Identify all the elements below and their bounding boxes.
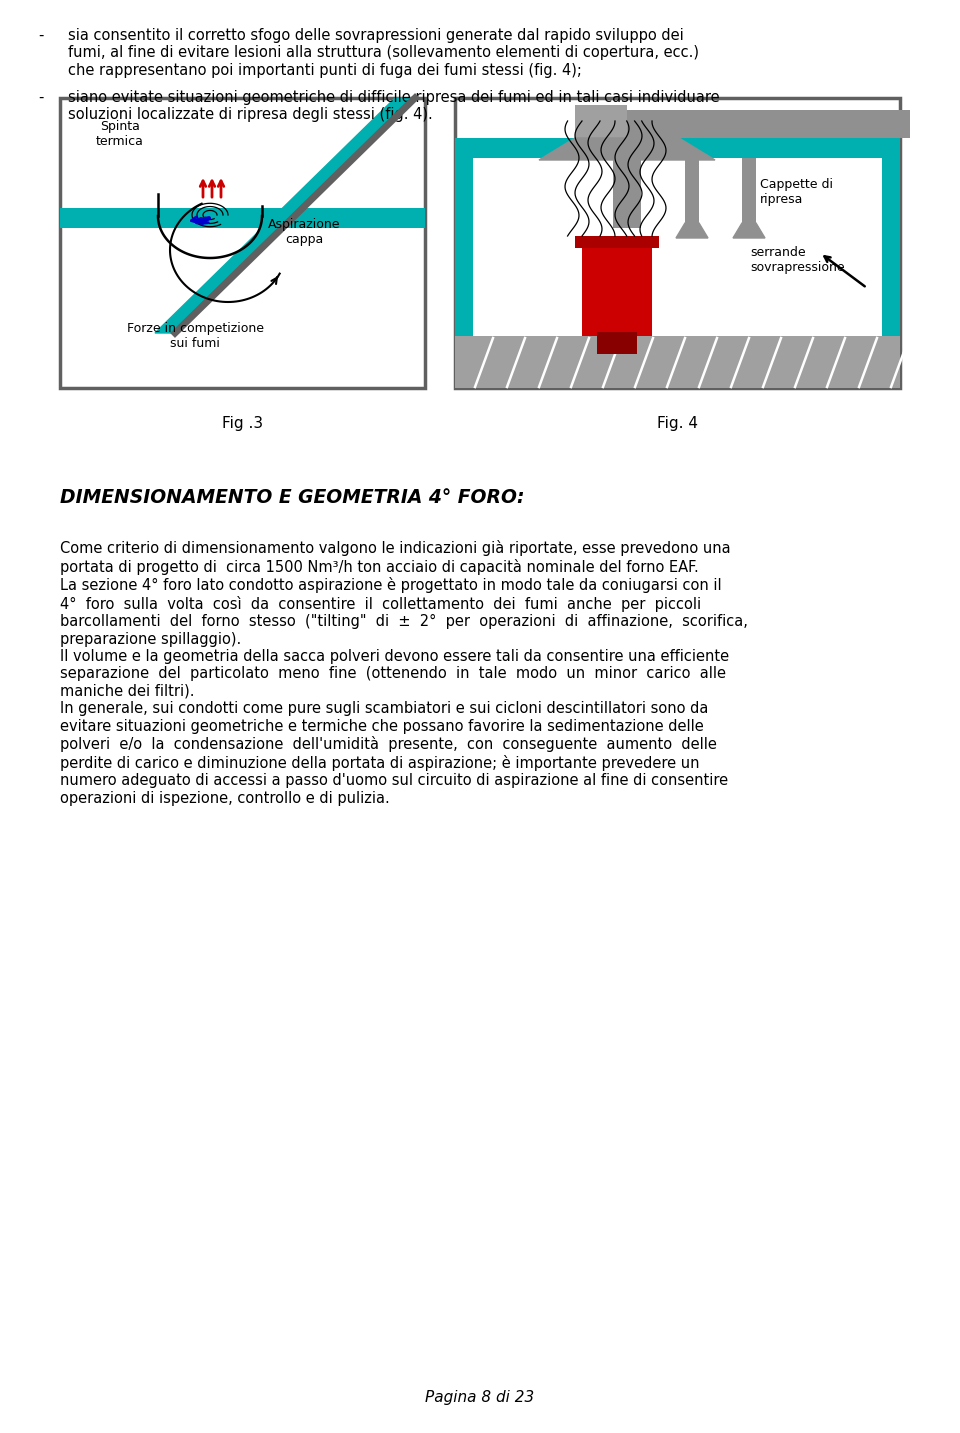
Text: DIMENSIONAMENTO E GEOMETRIA 4° FORO:: DIMENSIONAMENTO E GEOMETRIA 4° FORO: [60,489,524,507]
Text: siano evitate situazioni geometriche di difficile ripresa dei fumi ed in tali ca: siano evitate situazioni geometriche di … [68,90,720,122]
Bar [60,208,425,228]
Bar [597,332,637,354]
Bar [455,97,900,388]
Bar [455,138,900,158]
Bar [613,160,641,228]
Text: Pagina 8 di 23: Pagina 8 di 23 [425,1390,535,1404]
Text: Fig. 4: Fig. 4 [657,416,698,431]
Polygon shape [676,224,708,238]
Text: Spinta
termica: Spinta termica [96,120,144,148]
Text: Forze in competizione
sui fumi: Forze in competizione sui fumi [127,322,263,350]
Text: Come criterio di dimensionamento valgono le indicazioni già riportate, esse prev: Come criterio di dimensionamento valgono… [60,540,748,805]
Text: serrande
sovrapressione: serrande sovrapressione [750,246,845,274]
Bar [582,248,652,335]
Text: -: - [38,29,43,43]
Polygon shape [539,138,715,160]
Polygon shape [733,224,765,238]
Bar [575,236,659,248]
Bar [575,110,627,138]
Text: Fig .3: Fig .3 [222,416,263,431]
Text: Aspirazione
cappa: Aspirazione cappa [268,218,341,246]
Bar [455,156,473,335]
Polygon shape [155,97,415,332]
Bar [625,110,910,138]
Bar [882,156,900,335]
Bar [60,97,425,388]
Bar [742,158,756,224]
Text: sia consentito il corretto sfogo delle sovrapressioni generate dal rapido svilup: sia consentito il corretto sfogo delle s… [68,29,699,77]
Bar [575,105,627,160]
Bar [455,335,900,388]
Text: -: - [38,90,43,105]
Text: Cappette di
ripresa: Cappette di ripresa [760,178,833,206]
Bar [685,158,699,224]
